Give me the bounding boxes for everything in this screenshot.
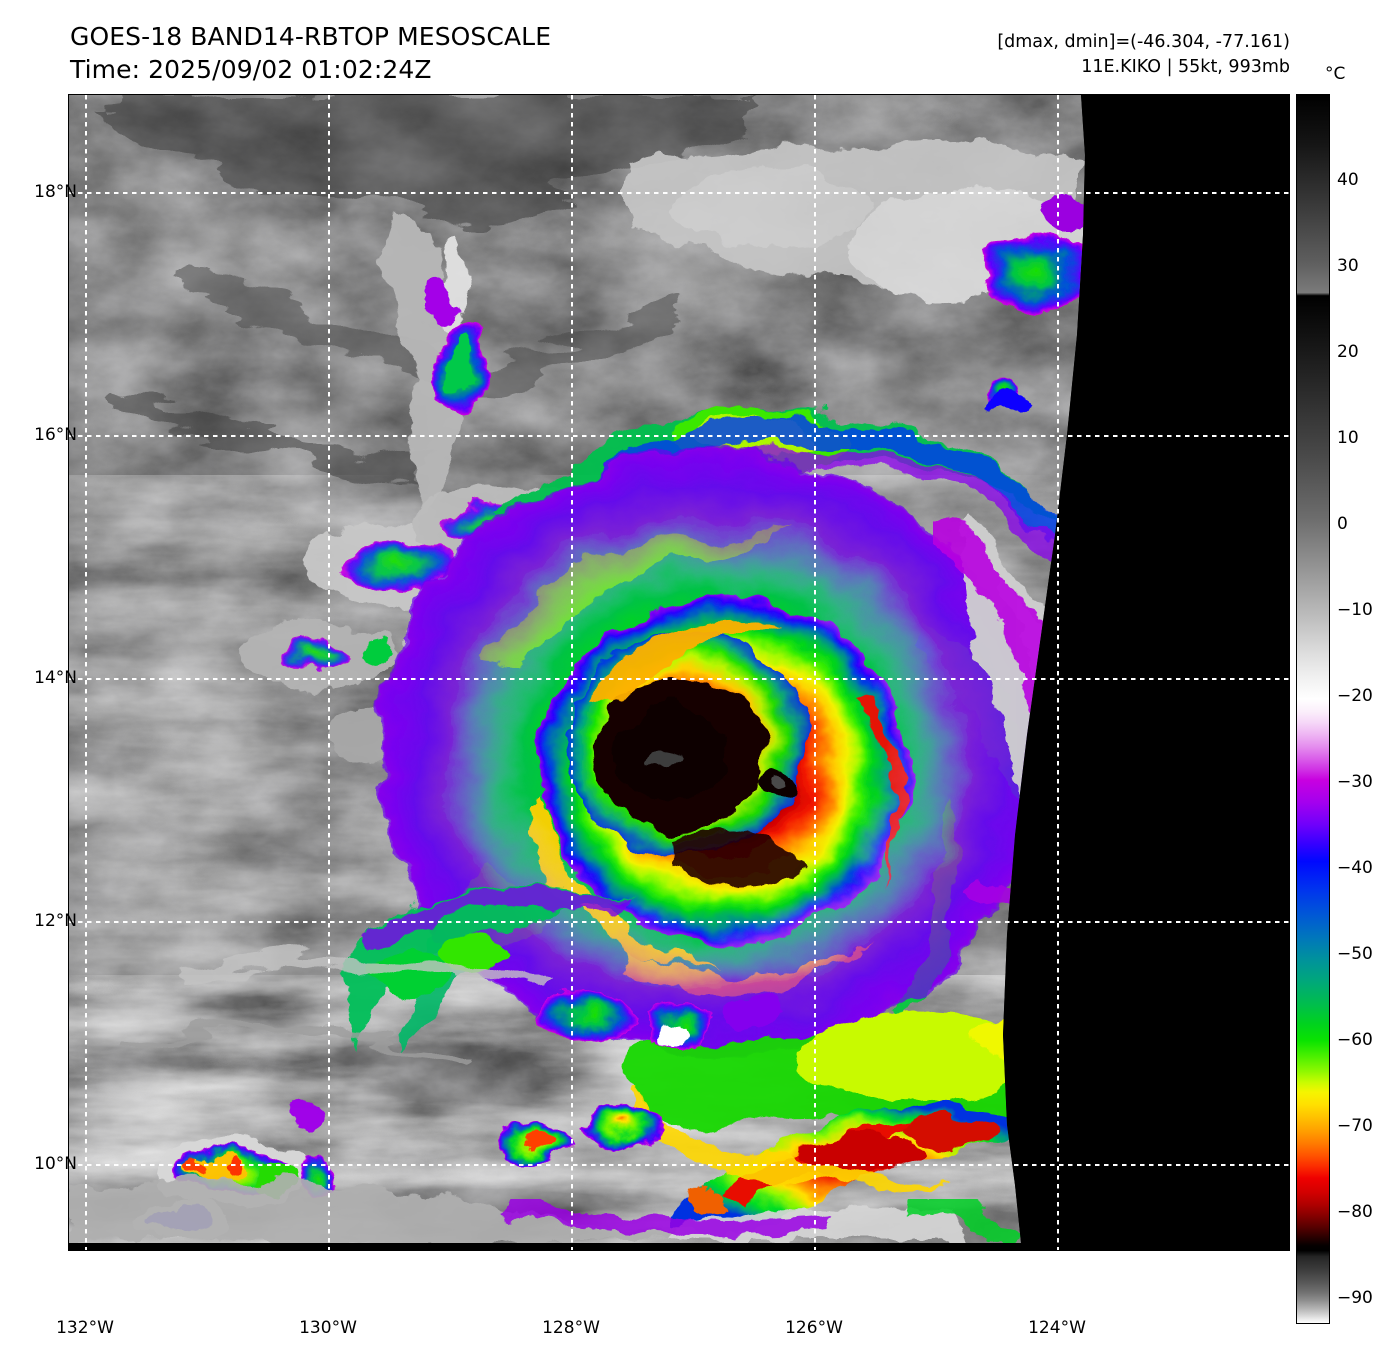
colorbar-tick-m10: −10 <box>1337 600 1373 620</box>
colorbar-tick-m50: −50 <box>1337 944 1373 964</box>
xtick-label-3: 126°W <box>785 1318 843 1338</box>
ytick-label-4: 10°N <box>34 1154 77 1174</box>
gridline-lon-126w <box>814 95 816 1250</box>
xtick-label-1: 130°W <box>299 1318 357 1338</box>
colorbar-tick-m20: −20 <box>1337 686 1373 706</box>
xtick-label-0: 132°W <box>56 1318 114 1338</box>
ytick-label-0: 18°N <box>34 182 77 202</box>
colorbar-unit-label: °C <box>1325 64 1346 84</box>
gridline-lat-14n <box>69 678 1289 680</box>
ytick-label-1: 16°N <box>34 425 77 445</box>
colorbar-tick-m60: −60 <box>1337 1030 1373 1050</box>
timestamp-label: Time: 2025/09/02 01:02:24Z <box>70 55 432 84</box>
colorbar-tick-m80: −80 <box>1337 1202 1373 1222</box>
colorbar-tick-10: 10 <box>1337 428 1359 448</box>
satellite-imagery <box>69 95 1289 1250</box>
satellite-image-plot <box>68 94 1290 1251</box>
plot-inner <box>69 95 1289 1250</box>
storm-info-label: 11E.KIKO | 55kt, 993mb <box>1081 56 1290 77</box>
colorbar-tick-m30: −30 <box>1337 772 1373 792</box>
colorbar-tick-40: 40 <box>1337 170 1359 190</box>
colorbar-tick-m40: −40 <box>1337 858 1373 878</box>
xtick-label-4: 124°W <box>1028 1318 1086 1338</box>
colorbar-tick-m90: −90 <box>1337 1288 1373 1308</box>
gridline-lat-12n <box>69 921 1289 923</box>
colorbar-tick-20: 20 <box>1337 342 1359 362</box>
gridline-lat-16n <box>69 435 1289 437</box>
gridline-lon-132w <box>85 95 87 1250</box>
ytick-label-2: 14°N <box>34 668 77 688</box>
xtick-label-2: 128°W <box>542 1318 600 1338</box>
colorbar: 40 30 20 10 0 −10 −20 −30 −40 −50 −60 −7… <box>1296 94 1373 1324</box>
header-title-block: GOES-18 BAND14-RBTOP MESOSCALE Time: 202… <box>70 20 551 86</box>
colorbar-tick-0: 0 <box>1337 514 1348 534</box>
colorbar-tick-30: 30 <box>1337 256 1359 276</box>
gridline-lat-18n <box>69 192 1289 194</box>
gridline-lon-124w <box>1057 95 1059 1250</box>
gridline-lon-130w <box>328 95 330 1250</box>
colorbar-tick-m70: −70 <box>1337 1116 1373 1136</box>
copyright-label: Copyright © 2020-2025 Dapiya <box>82 1282 396 1302</box>
gridline-lat-10n <box>69 1164 1289 1166</box>
ytick-label-3: 12°N <box>34 911 77 931</box>
gridline-lon-128w <box>571 95 573 1250</box>
colorbar-gradient <box>1296 94 1330 1324</box>
header-meta-block: [dmax, dmin]=(-46.304, -77.161) 11E.KIKO… <box>997 30 1290 80</box>
dminmax-label: [dmax, dmin]=(-46.304, -77.161) <box>997 32 1290 52</box>
page-title: GOES-18 BAND14-RBTOP MESOSCALE <box>70 22 552 51</box>
